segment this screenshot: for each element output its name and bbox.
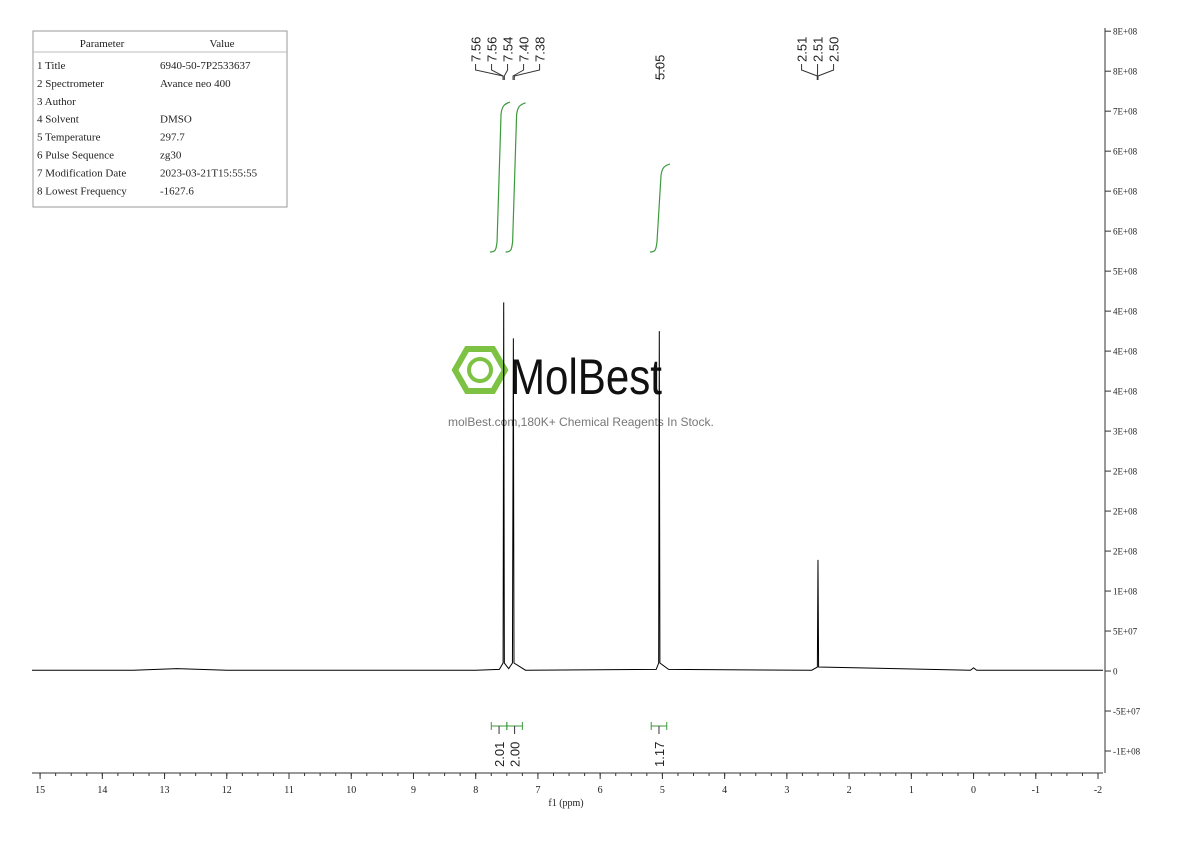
table-header: Parameter xyxy=(80,38,125,50)
table-param: 8 Lowest Frequency xyxy=(37,185,127,197)
peak-connector xyxy=(475,64,504,80)
peak-connector xyxy=(491,64,504,80)
peak-label: 7.40 xyxy=(517,37,532,62)
peak-connector xyxy=(801,64,818,80)
peak-label: 7.38 xyxy=(533,37,548,62)
table-param: 4 Solvent xyxy=(37,114,79,126)
table-param: 2 Spectrometer xyxy=(37,78,104,90)
peak-label: 7.54 xyxy=(501,37,516,62)
table-value: DMSO xyxy=(160,114,192,126)
peak-label: 7.56 xyxy=(469,37,484,62)
y-tick-label: 8E+08 xyxy=(1113,67,1138,77)
x-tick-label: 12 xyxy=(222,785,232,796)
x-tick-label: 8 xyxy=(473,785,478,796)
y-tick-label: 5E+07 xyxy=(1113,627,1138,637)
table-header: Value xyxy=(209,38,234,50)
peak-label: 7.56 xyxy=(485,37,500,62)
y-tick-label: 6E+08 xyxy=(1113,147,1138,157)
watermark-logo xyxy=(451,346,509,394)
parameter-table: Parameter Value 1 Title 6940-50-7P2533637 2 … xyxy=(32,30,288,208)
watermark-tagline: molBest.com,180K+ Chemical Reagents In S… xyxy=(448,415,714,429)
y-tick-label: -1E+08 xyxy=(1113,747,1141,757)
watermark: MolBest molBest.com,180K+ Chemical Reage… xyxy=(448,346,714,429)
spectrum-line xyxy=(32,302,1103,671)
y-tick-label: 0 xyxy=(1113,667,1118,677)
y-tick-label: 2E+08 xyxy=(1113,507,1138,517)
x-tick-label: 10 xyxy=(346,785,356,796)
x-tick-label: 11 xyxy=(284,785,294,796)
y-tick-label: 2E+08 xyxy=(1113,547,1138,557)
x-tick-label: 2 xyxy=(847,785,852,796)
x-tick-label: 5 xyxy=(660,785,665,796)
y-tick-label: 5E+08 xyxy=(1113,267,1138,277)
integral-label: 2.01 xyxy=(492,742,507,767)
peak-connector xyxy=(817,64,835,80)
table-param: 6 Pulse Sequence xyxy=(37,150,114,162)
y-tick-label: 4E+08 xyxy=(1113,387,1138,397)
watermark-logo-ring xyxy=(467,357,493,383)
y-tick-label: 4E+08 xyxy=(1113,307,1138,317)
table-param: 7 Modification Date xyxy=(37,167,126,179)
y-tick-label: 6E+08 xyxy=(1113,227,1138,237)
table-param: 3 Author xyxy=(37,96,76,108)
peak-label: 2.51 xyxy=(811,37,826,62)
x-tick-label: 7 xyxy=(535,785,540,796)
x-tick-label: 6 xyxy=(598,785,603,796)
table-value: 2023-03-21T15:55:55 xyxy=(160,167,258,179)
x-tick-label: 13 xyxy=(160,785,170,796)
y-tick-label: 8E+08 xyxy=(1113,27,1138,37)
x-tick-label: 3 xyxy=(784,785,789,796)
x-tick-label: 4 xyxy=(722,785,727,796)
peak-connector xyxy=(512,64,525,80)
x-tick-label: -1 xyxy=(1032,785,1040,796)
x-tick-label: -2 xyxy=(1094,785,1102,796)
y-tick-label: 4E+08 xyxy=(1113,347,1138,357)
x-tick-label: 9 xyxy=(411,785,416,796)
integral-curve xyxy=(490,101,511,253)
watermark-brand: MolBest xyxy=(510,349,662,405)
y-tick-label: 3E+08 xyxy=(1113,427,1138,437)
y-tick-label: 6E+08 xyxy=(1113,187,1138,197)
y-tick-label: 7E+08 xyxy=(1113,107,1138,117)
x-tick-label: 0 xyxy=(971,785,976,796)
peak-label: 2.50 xyxy=(827,37,842,62)
peak-connector xyxy=(503,64,509,80)
y-tick-label: -5E+07 xyxy=(1113,707,1141,717)
table-value: zg30 xyxy=(160,150,182,162)
table-value: 297.7 xyxy=(160,132,185,144)
table-param: 1 Title xyxy=(37,60,66,72)
peak-connector xyxy=(513,64,541,80)
y-tick-label: 1E+08 xyxy=(1113,587,1138,597)
table-value: -1627.6 xyxy=(160,185,194,197)
x-tick-label: 15 xyxy=(35,785,45,796)
x-tick-label: 1 xyxy=(909,785,914,796)
y-tick-label: 2E+08 xyxy=(1113,467,1138,477)
table-param: 5 Temperature xyxy=(37,132,101,144)
integral-curve xyxy=(649,163,671,253)
integral-curve xyxy=(505,102,526,253)
table-value: Avance neo 400 xyxy=(160,78,231,90)
table-value: 6940-50-7P2533637 xyxy=(160,60,251,72)
integral-label: 2.00 xyxy=(508,742,523,767)
x-tick-label: 14 xyxy=(97,785,107,796)
peak-label: 2.51 xyxy=(795,37,810,62)
table-border xyxy=(32,30,288,208)
x-axis-label: f1 (ppm) xyxy=(548,798,583,809)
integral-label: 1.17 xyxy=(652,742,667,767)
